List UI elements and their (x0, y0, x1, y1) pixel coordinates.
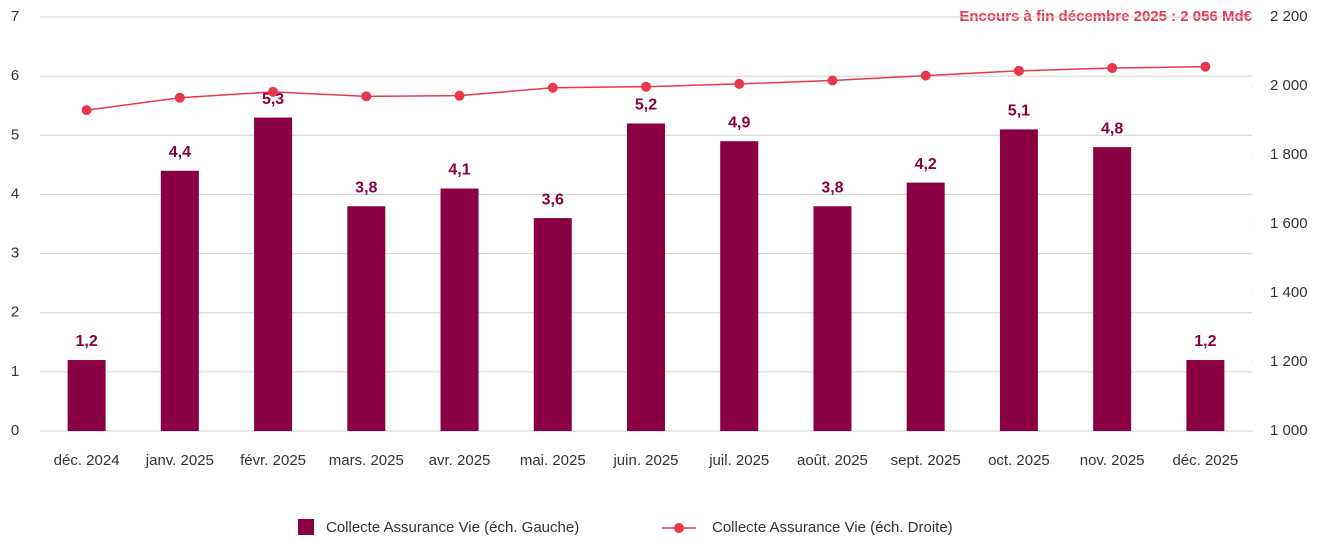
data-label: 4,2 (915, 156, 937, 173)
data-label: 4,1 (448, 162, 470, 179)
bar (160, 170, 199, 431)
y-tick-label: 0 (11, 422, 19, 439)
y-tick-label: 1 (11, 363, 19, 380)
y-tick-label: 3 (11, 245, 19, 262)
bar (347, 206, 386, 431)
data-label: 4,9 (728, 114, 750, 131)
bar (720, 141, 759, 431)
line-marker (1200, 61, 1211, 72)
y-tick-label: 7 (11, 8, 19, 25)
line-marker (920, 70, 931, 81)
legend-swatch (674, 523, 684, 533)
data-label: 5,2 (635, 97, 657, 114)
bar (906, 182, 945, 431)
data-label: 3,8 (355, 179, 377, 196)
bar (1093, 147, 1132, 431)
data-label: 4,4 (169, 144, 191, 161)
x-tick-label: juin. 2025 (612, 452, 678, 469)
legend-label: Collecte Assurance Vie (éch. Droite) (712, 519, 953, 536)
legend-label: Collecte Assurance Vie (éch. Gauche) (326, 519, 579, 536)
x-tick-label: déc. 2024 (54, 452, 120, 469)
data-label: 5,3 (262, 91, 284, 108)
x-tick-label: mars. 2025 (329, 452, 404, 469)
line-marker (547, 82, 558, 93)
y2-tick-label: 2 200 (1270, 8, 1308, 25)
bar (627, 123, 665, 431)
data-label: 5,1 (1008, 103, 1030, 120)
data-label: 4,8 (1101, 120, 1123, 137)
line-marker (1107, 63, 1118, 74)
x-tick-label: avr. 2025 (429, 452, 491, 469)
line-marker (827, 75, 838, 86)
y2-tick-label: 2 000 (1270, 77, 1308, 94)
data-label: 1,2 (1194, 333, 1216, 350)
annotation: Encours à fin décembre 2025 : 2 056 Md€ (959, 8, 1252, 25)
line-marker (454, 90, 465, 101)
x-tick-label: déc. 2025 (1172, 452, 1238, 469)
line-marker (361, 91, 372, 102)
y2-tick-label: 1 600 (1270, 215, 1308, 232)
x-tick-label: août. 2025 (797, 452, 868, 469)
x-tick-label: juil. 2025 (708, 452, 769, 469)
bar (440, 188, 479, 431)
y-tick-label: 6 (11, 67, 19, 84)
bar (533, 218, 572, 431)
line-marker (174, 92, 185, 103)
bar (1186, 360, 1225, 431)
line-marker (641, 81, 651, 92)
y2-tick-label: 1 800 (1270, 146, 1308, 163)
line-marker (81, 105, 92, 116)
y-tick-label: 5 (11, 126, 19, 143)
bar (67, 360, 106, 431)
line-marker (734, 78, 745, 89)
x-tick-label: févr. 2025 (240, 452, 306, 469)
x-tick-label: oct. 2025 (988, 452, 1050, 469)
data-label: 3,6 (542, 191, 564, 208)
legend-swatch (298, 519, 314, 535)
bar (999, 129, 1038, 431)
x-tick-label: sept. 2025 (891, 452, 961, 469)
y-tick-label: 4 (11, 185, 19, 202)
y-tick-label: 2 (11, 304, 19, 321)
y2-tick-label: 1 400 (1270, 284, 1308, 301)
line-marker (1013, 65, 1024, 76)
line-marker (268, 86, 279, 97)
bar (813, 206, 852, 431)
data-label: 1,2 (75, 333, 97, 350)
x-tick-label: nov. 2025 (1080, 452, 1145, 469)
x-tick-label: mai. 2025 (520, 452, 586, 469)
y2-tick-label: 1 000 (1270, 422, 1308, 439)
x-tick-label: janv. 2025 (145, 452, 214, 469)
data-label: 3,8 (821, 179, 843, 196)
y2-tick-label: 1 200 (1270, 353, 1308, 370)
bar (254, 117, 293, 432)
